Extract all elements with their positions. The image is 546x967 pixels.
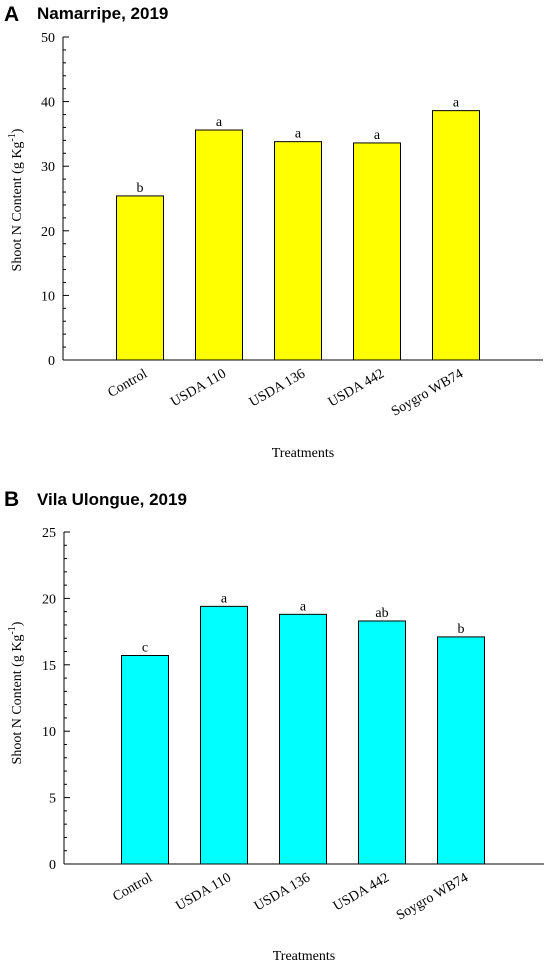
- panel-b-y-tick-label: 15: [42, 659, 56, 674]
- panel-b-letter: B: [4, 488, 19, 511]
- panel-a-y-tick-label: 30: [41, 160, 55, 175]
- panel-b: B Vila Ulongue, 2019 Shoot N Content (g …: [4, 488, 544, 964]
- panel-a-plot: 0 10 20 30 40 50 b Control a USDA 110 a USDA 136 a US…: [41, 31, 543, 420]
- panel-b-y-tick-label: 10: [42, 725, 56, 740]
- panel-a-bar-2: [274, 141, 322, 361]
- panel-a-y-tick-label: 50: [41, 31, 55, 46]
- panel-b-bar-2: [279, 613, 327, 865]
- panel-a-significance-label: b: [137, 181, 144, 196]
- panel-b-category-label: Control: [110, 870, 155, 904]
- panel-a-bar-3: [353, 142, 401, 361]
- panel-a-category-label: USDA 110: [168, 366, 229, 410]
- panel-a-significance-label: a: [295, 127, 302, 142]
- panel-b-bar-0: [121, 655, 169, 865]
- panel-a-category-label: Soygro WB74: [389, 366, 466, 419]
- panel-a-letter: A: [4, 3, 19, 26]
- panel-a-bar-1: [195, 129, 243, 361]
- panel-b-significance-label: c: [142, 641, 148, 656]
- panel-a-significance-label: a: [374, 128, 381, 143]
- panel-a-y-axis-title: Shoot N Content (g Kg-1): [7, 128, 25, 271]
- panel-a-bar-0: [116, 195, 164, 361]
- panel-a-y-tick-label: 0: [48, 354, 55, 369]
- panel-b-category-label: Soygro WB74: [394, 870, 471, 923]
- panel-a-significance-label: a: [453, 96, 460, 111]
- panel-a: A Namarripe, 2019 Shoot N Content (g Kg-…: [4, 3, 543, 461]
- panel-a-y-tick-label: 10: [41, 289, 55, 304]
- panel-a-y-tick-label: 40: [41, 96, 55, 111]
- panel-b-y-tick-label: 5: [49, 792, 56, 807]
- panel-b-bar-1: [200, 605, 248, 865]
- panel-b-significance-label: a: [221, 591, 228, 606]
- panel-b-significance-label: a: [300, 599, 307, 614]
- panel-b-category-label: USDA 442: [331, 870, 392, 914]
- panel-b-y-tick-label: 20: [42, 592, 56, 607]
- panel-a-category-label: USDA 136: [247, 366, 308, 410]
- panel-b-bar-3: [358, 620, 406, 865]
- panel-b-x-axis-title: Treatments: [273, 949, 335, 964]
- panel-a-y-tick-label: 20: [41, 225, 55, 240]
- panel-a-category-label: USDA 442: [326, 366, 387, 410]
- panel-b-significance-label: ab: [375, 606, 388, 621]
- panel-b-y-axis-title: Shoot N Content (g Kg-1): [7, 621, 25, 764]
- panel-a-title: Namarripe, 2019: [37, 4, 168, 23]
- panel-b-y-tick-label: 25: [42, 526, 56, 541]
- panel-b-title: Vila Ulongue, 2019: [37, 490, 187, 509]
- panel-a-x-axis-title: Treatments: [272, 446, 334, 461]
- panel-a-bar-4: [432, 110, 480, 361]
- panel-a-category-label: Control: [105, 366, 150, 400]
- panel-b-category-label: USDA 110: [173, 870, 234, 914]
- panel-b-category-label: USDA 136: [252, 870, 313, 914]
- panel-b-y-tick-label: 0: [49, 858, 56, 873]
- panel-a-significance-label: a: [216, 115, 223, 130]
- panel-b-significance-label: b: [458, 622, 465, 637]
- panel-b-bar-4: [437, 636, 485, 865]
- panel-b-plot: 0 5 10 15 20 25 c Control a USDA 110 a USDA 136 ab US…: [42, 526, 544, 924]
